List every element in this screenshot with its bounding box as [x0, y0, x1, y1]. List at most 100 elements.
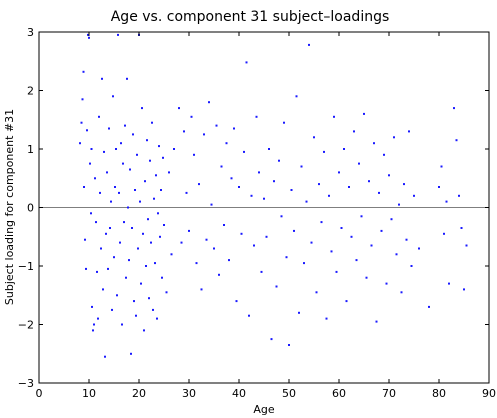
data-point	[107, 267, 109, 270]
y-tick-label: 0	[27, 202, 34, 215]
data-point	[273, 180, 275, 183]
data-point	[393, 136, 395, 139]
data-point	[298, 311, 300, 314]
data-point	[463, 288, 465, 291]
data-point	[99, 191, 101, 194]
data-point	[288, 344, 290, 346]
data-point	[313, 136, 315, 139]
data-point	[360, 215, 363, 218]
data-point	[380, 229, 383, 232]
data-point	[168, 171, 170, 174]
data-point	[268, 148, 270, 150]
data-point	[82, 70, 85, 73]
data-point	[255, 115, 258, 118]
data-point	[101, 77, 103, 80]
data-point	[185, 191, 188, 194]
data-point	[96, 270, 98, 273]
data-point	[79, 142, 81, 145]
x-tick-label: 70	[382, 387, 396, 400]
data-point	[458, 194, 460, 197]
data-point	[300, 165, 303, 168]
data-point	[131, 227, 133, 229]
data-point	[135, 314, 137, 317]
data-point	[448, 282, 450, 285]
data-point	[340, 227, 343, 229]
data-point	[403, 183, 405, 186]
data-point	[125, 276, 127, 279]
data-point	[200, 288, 203, 291]
data-point	[114, 186, 116, 188]
data-point	[325, 317, 328, 320]
chart-title: Age vs. component 31 subject–loadings	[111, 9, 390, 25]
data-point	[97, 317, 99, 320]
data-point	[230, 177, 233, 180]
data-point	[85, 267, 87, 270]
data-point	[127, 206, 129, 209]
data-point	[238, 186, 240, 188]
data-point	[210, 203, 213, 206]
data-point	[165, 291, 168, 294]
data-point	[86, 129, 88, 132]
data-point	[218, 273, 220, 276]
y-tick-label: 1	[27, 143, 34, 156]
data-point	[146, 139, 148, 142]
data-point	[148, 297, 150, 300]
x-axis-label: Age	[253, 403, 275, 416]
data-point	[195, 262, 198, 265]
data-point	[363, 112, 365, 115]
data-point	[370, 244, 373, 247]
data-point	[147, 218, 149, 221]
data-point	[405, 238, 408, 241]
data-point	[335, 270, 338, 273]
data-point	[265, 235, 268, 238]
data-point	[455, 139, 458, 142]
data-point	[126, 77, 128, 80]
data-point	[132, 133, 134, 136]
data-point	[120, 142, 122, 145]
data-point	[438, 186, 440, 188]
data-point	[453, 107, 455, 110]
data-point	[149, 159, 151, 162]
data-point	[84, 238, 86, 241]
x-tick-label: 90	[482, 387, 496, 400]
data-point	[395, 253, 398, 256]
data-point	[106, 171, 108, 174]
data-point	[151, 121, 153, 124]
data-point	[290, 189, 293, 191]
data-point	[440, 165, 443, 168]
data-point	[133, 300, 135, 303]
data-point	[83, 186, 85, 188]
data-point	[113, 256, 115, 259]
x-tick-label: 10	[82, 387, 96, 400]
data-point	[139, 200, 141, 203]
data-point	[428, 305, 430, 308]
data-point	[278, 159, 280, 162]
data-point	[258, 171, 260, 174]
data-point	[92, 329, 94, 332]
data-point	[118, 191, 120, 194]
data-point	[190, 115, 193, 118]
data-point	[365, 276, 368, 279]
data-point	[343, 148, 345, 150]
data-point	[87, 33, 89, 36]
data-point	[100, 247, 102, 250]
data-point	[160, 189, 162, 191]
data-point	[144, 180, 146, 183]
data-point	[159, 235, 161, 238]
data-point	[90, 212, 92, 215]
data-point	[80, 121, 83, 124]
data-point	[235, 300, 238, 303]
data-point	[203, 133, 205, 136]
data-point	[333, 115, 335, 118]
data-point	[418, 247, 420, 250]
x-tick-label: 50	[282, 387, 296, 400]
data-point	[134, 189, 136, 191]
data-point	[94, 177, 96, 180]
data-point	[293, 229, 295, 232]
data-point	[102, 288, 104, 291]
data-point	[248, 314, 250, 317]
data-point	[275, 285, 278, 288]
data-point	[345, 300, 348, 303]
x-tick-label: 0	[36, 387, 43, 400]
